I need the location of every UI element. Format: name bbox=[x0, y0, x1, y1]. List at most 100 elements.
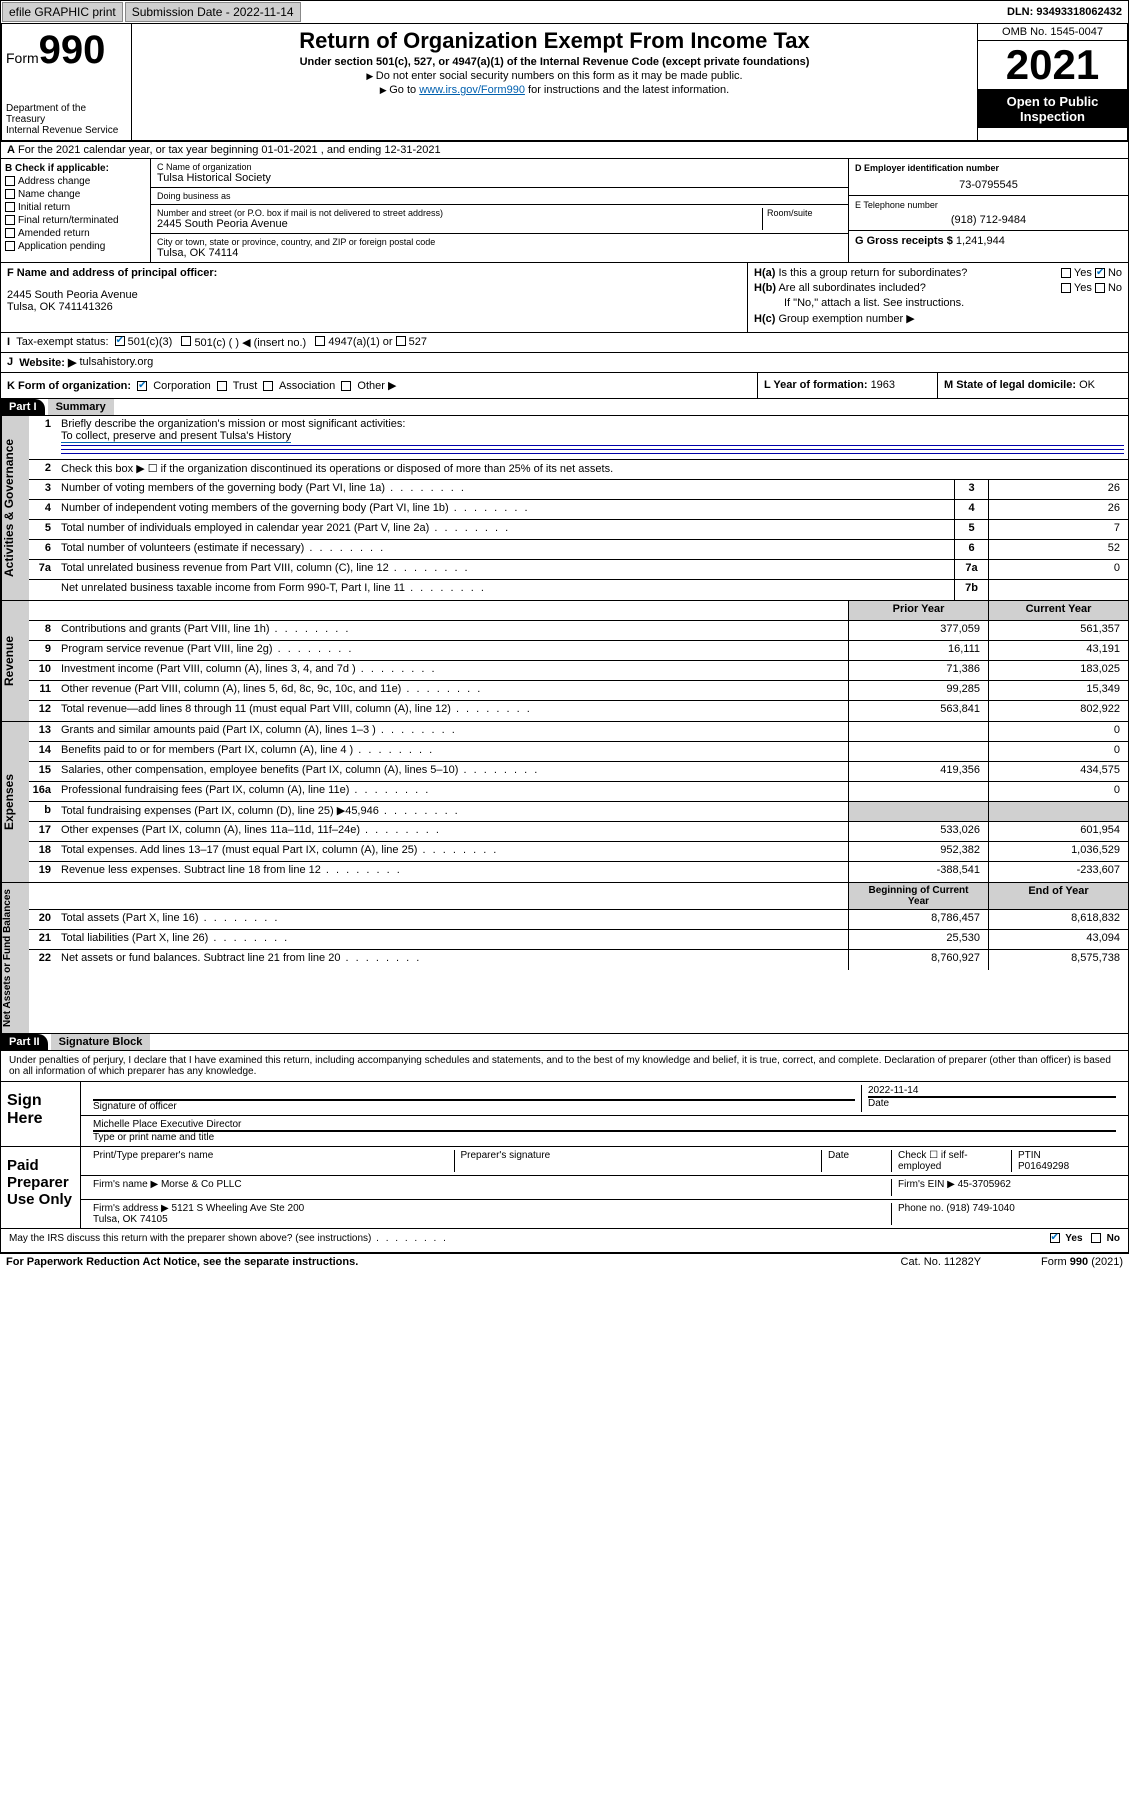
website-label: Website: ▶ bbox=[19, 356, 76, 369]
mission-label: Briefly describe the organization's miss… bbox=[61, 418, 405, 430]
checkbox-527[interactable] bbox=[396, 336, 406, 346]
row-fh: F Name and address of principal officer:… bbox=[0, 263, 1129, 333]
checkbox-name-change[interactable] bbox=[5, 189, 15, 199]
domicile-value: OK bbox=[1079, 379, 1095, 391]
label-final-return: Final return/terminated bbox=[18, 215, 119, 226]
summary-row: 11Other revenue (Part VIII, column (A), … bbox=[29, 681, 1128, 701]
omb-number: OMB No. 1545-0047 bbox=[978, 24, 1127, 41]
form-org-label: K Form of organization: bbox=[7, 380, 131, 392]
year-formation-label: L Year of formation: bbox=[764, 379, 871, 391]
officer-name-title: Michelle Place Executive Director bbox=[93, 1119, 1116, 1130]
firm-addr-label: Firm's address ▶ bbox=[93, 1203, 172, 1214]
opt-501c: 501(c) ( ) ◀ (insert no.) bbox=[194, 336, 306, 349]
block-c: C Name of organization Tulsa Historical … bbox=[151, 159, 848, 262]
block-h: H(a) Is this a group return for subordin… bbox=[748, 263, 1128, 332]
checkbox-ha-yes[interactable] bbox=[1061, 268, 1071, 278]
checkbox-hb-no[interactable] bbox=[1095, 283, 1105, 293]
ssn-note: Do not enter social security numbers on … bbox=[136, 70, 973, 82]
block-b-label: B Check if applicable: bbox=[5, 163, 109, 174]
ein-value: 73-0795545 bbox=[855, 179, 1122, 191]
officer-addr1: 2445 South Peoria Avenue bbox=[7, 289, 741, 301]
firm-ein-value: 45-3705962 bbox=[958, 1179, 1011, 1190]
top-toolbar: efile GRAPHIC print Submission Date - 20… bbox=[0, 0, 1129, 24]
summary-row: 10Investment income (Part VIII, column (… bbox=[29, 661, 1128, 681]
prep-sig-label: Preparer's signature bbox=[461, 1150, 551, 1161]
dln-value: 93493318062432 bbox=[1036, 6, 1122, 18]
hb-label: Are all subordinates included? bbox=[778, 282, 925, 294]
efile-print-button[interactable]: efile GRAPHIC print bbox=[2, 2, 123, 22]
ha-yes: Yes bbox=[1074, 267, 1092, 279]
checkbox-corporation[interactable] bbox=[137, 381, 147, 391]
department-label: Department of the Treasury Internal Reve… bbox=[6, 103, 127, 136]
page-footer: For Paperwork Reduction Act Notice, see … bbox=[0, 1253, 1129, 1270]
firm-ein-label: Firm's EIN ▶ bbox=[898, 1179, 958, 1190]
submission-date-button[interactable]: Submission Date - 2022-11-14 bbox=[125, 2, 301, 22]
summary-row: 18Total expenses. Add lines 13–17 (must … bbox=[29, 842, 1128, 862]
prep-date-label: Date bbox=[828, 1150, 849, 1161]
sig-officer-label: Signature of officer bbox=[93, 1101, 177, 1112]
domicile-label: M State of legal domicile: bbox=[944, 379, 1079, 391]
block-f: F Name and address of principal officer:… bbox=[1, 263, 748, 332]
summary-row: bTotal fundraising expenses (Part IX, co… bbox=[29, 802, 1128, 822]
checkbox-application-pending[interactable] bbox=[5, 241, 15, 251]
room-label: Room/suite bbox=[767, 208, 842, 218]
part1-tag: Part I bbox=[1, 399, 45, 415]
block-d: D Employer identification number 73-0795… bbox=[848, 159, 1128, 262]
checkbox-amended-return[interactable] bbox=[5, 228, 15, 238]
header-prior-year: Prior Year bbox=[848, 601, 988, 620]
ptin-label: PTIN bbox=[1018, 1150, 1041, 1161]
vtab-revenue: Revenue bbox=[1, 601, 29, 721]
row-a-tax-year: A For the 2021 calendar year, or tax yea… bbox=[0, 142, 1129, 159]
gross-receipts-label: G Gross receipts $ bbox=[855, 235, 956, 247]
ptin-value: P01649298 bbox=[1018, 1161, 1069, 1172]
summary-row: 7aTotal unrelated business revenue from … bbox=[29, 560, 1128, 580]
checkbox-final-return[interactable] bbox=[5, 215, 15, 225]
block-bcd: B Check if applicable: Address change Na… bbox=[0, 159, 1129, 263]
phone-label: E Telephone number bbox=[855, 200, 1122, 210]
summary-row: 13Grants and similar amounts paid (Part … bbox=[29, 722, 1128, 742]
checkbox-501c[interactable] bbox=[181, 336, 191, 346]
hb-no: No bbox=[1108, 282, 1122, 294]
year-formation-value: 1963 bbox=[871, 379, 895, 391]
checkbox-initial-return[interactable] bbox=[5, 202, 15, 212]
ha-no: No bbox=[1108, 267, 1122, 279]
part1-header: Part I Summary bbox=[0, 399, 1129, 416]
checkbox-trust[interactable] bbox=[217, 381, 227, 391]
instructions-link[interactable]: www.irs.gov/Form990 bbox=[419, 84, 525, 96]
form-subtitle: Under section 501(c), 527, or 4947(a)(1)… bbox=[136, 56, 973, 68]
city-value: Tulsa, OK 74114 bbox=[157, 247, 842, 259]
instructions-post: for instructions and the latest informat… bbox=[528, 84, 729, 96]
summary-row: Net unrelated business taxable income fr… bbox=[29, 580, 1128, 600]
officer-label: F Name and address of principal officer: bbox=[7, 267, 217, 279]
checkbox-4947[interactable] bbox=[315, 336, 325, 346]
form-number-box: Form990 Department of the Treasury Inter… bbox=[2, 24, 132, 140]
signature-block: Under penalties of perjury, I declare th… bbox=[0, 1051, 1129, 1253]
check-self-employed: Check ☐ if self-employed bbox=[898, 1150, 968, 1172]
summary-row: 6Total number of volunteers (estimate if… bbox=[29, 540, 1128, 560]
checkbox-association[interactable] bbox=[263, 381, 273, 391]
dba-label: Doing business as bbox=[157, 191, 842, 201]
checkbox-501c3[interactable] bbox=[115, 336, 125, 346]
label-application-pending: Application pending bbox=[18, 241, 105, 252]
perjury-declaration: Under penalties of perjury, I declare th… bbox=[1, 1051, 1128, 1081]
dln: DLN: 93493318062432 bbox=[1001, 4, 1128, 20]
checkbox-discuss-no[interactable] bbox=[1091, 1233, 1101, 1243]
block-b: B Check if applicable: Address change Na… bbox=[1, 159, 151, 262]
summary-row: 9Program service revenue (Part VIII, lin… bbox=[29, 641, 1128, 661]
hb-note: If "No," attach a list. See instructions… bbox=[754, 297, 1122, 309]
section-net-assets: Net Assets or Fund Balances Beginning of… bbox=[0, 883, 1129, 1034]
row-j: J Website: ▶ tulsahistory.org bbox=[0, 353, 1129, 373]
footer-left: For Paperwork Reduction Act Notice, see … bbox=[6, 1256, 358, 1268]
checkbox-ha-no[interactable] bbox=[1095, 268, 1105, 278]
officer-name-title-label: Type or print name and title bbox=[93, 1132, 214, 1143]
summary-row: 21Total liabilities (Part X, line 26)25,… bbox=[29, 930, 1128, 950]
vtab-governance: Activities & Governance bbox=[1, 416, 29, 600]
checkbox-discuss-yes[interactable] bbox=[1050, 1233, 1060, 1243]
mission-value: To collect, preserve and present Tulsa's… bbox=[61, 430, 291, 443]
summary-row: 16aProfessional fundraising fees (Part I… bbox=[29, 782, 1128, 802]
year-box: OMB No. 1545-0047 2021 Open to Public In… bbox=[977, 24, 1127, 140]
section-governance: Activities & Governance 1 Briefly descri… bbox=[0, 416, 1129, 601]
checkbox-hb-yes[interactable] bbox=[1061, 283, 1071, 293]
checkbox-address-change[interactable] bbox=[5, 176, 15, 186]
checkbox-other[interactable] bbox=[341, 381, 351, 391]
